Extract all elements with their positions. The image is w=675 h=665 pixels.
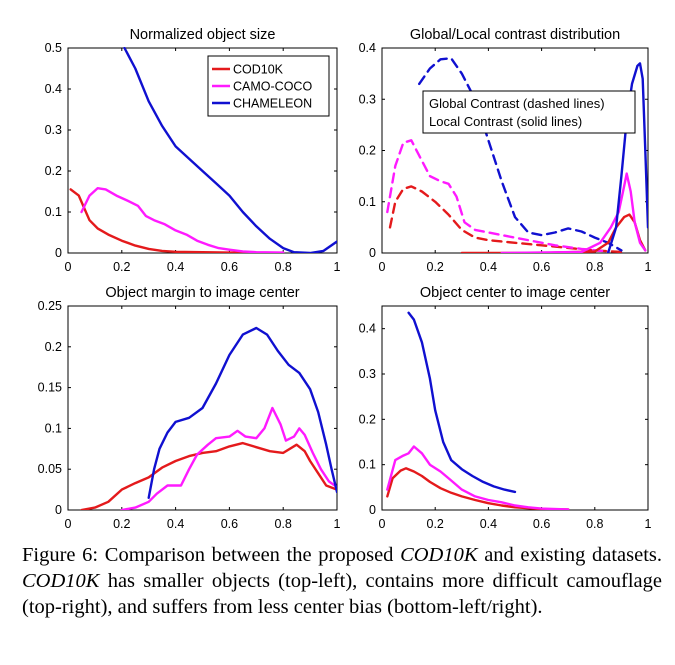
x-tick-label: 0 (65, 517, 72, 531)
x-tick-label: 1 (645, 260, 652, 274)
y-tick-label: 0.4 (359, 41, 376, 55)
y-tick-label: 0.2 (45, 164, 62, 178)
x-tick-label: 0.6 (221, 517, 238, 531)
series-line-camo-coco-global (386, 139, 610, 253)
chart-title: Global/Local contrast distribution (410, 27, 620, 43)
y-tick-label: 0.1 (45, 421, 62, 435)
caption-text: Comparison between the proposed (98, 544, 401, 566)
legend-box (207, 55, 330, 117)
chart-title: Object center to image center (420, 285, 610, 301)
y-tick-label: 0.1 (359, 195, 376, 209)
y-tick-label: 0.05 (38, 462, 62, 476)
chart-title: Object margin to image center (105, 285, 299, 301)
annotation-text: Global Contrast (dashed lines) (429, 96, 605, 111)
figure-caption: Figure 6: Comparison between the propose… (22, 542, 662, 620)
x-tick-label: 1 (334, 517, 341, 531)
x-tick-label: 1 (645, 517, 652, 531)
series-line-cod10k (386, 467, 570, 510)
y-tick-label: 0.2 (45, 340, 62, 354)
caption-text: has smaller objects (top-left), contains… (22, 570, 662, 618)
y-tick-label: 0.25 (38, 299, 62, 313)
chart-title: Normalized object size (130, 27, 276, 43)
x-tick-label: 0.2 (427, 260, 444, 274)
legend-entry-label: CHAMELEON (233, 97, 312, 111)
y-tick-label: 0 (55, 246, 62, 260)
series-line-chameleon-global (418, 57, 623, 252)
annotation-text: Local Contrast (solid lines) (429, 114, 582, 129)
legend-entry-label: CAMO-COCO (233, 80, 312, 94)
figure: Normalized object size 0 0.2 0.4 0.6 0.8 1 0 0.1… (38, 27, 652, 531)
series-line-chameleon-local (606, 62, 648, 253)
y-tick-label: 0.4 (45, 82, 62, 96)
x-tick-label: 0 (379, 517, 386, 531)
axes-box (381, 305, 649, 511)
y-tick-label: 0.1 (359, 458, 376, 472)
series-line-camo-coco-local (500, 172, 647, 253)
x-tick-label: 0 (379, 260, 386, 274)
legend: COD10K CAMO-COCO CHAMELEON (207, 55, 330, 117)
x-tick-label: 0.2 (113, 260, 130, 274)
axes-box (67, 305, 338, 511)
y-tick-label: 0.3 (359, 367, 376, 381)
series-line-camo-coco (386, 445, 570, 510)
x-tick-label: 0.6 (533, 260, 550, 274)
x-tick-label: 0.4 (480, 260, 497, 274)
y-tick-label: 0.2 (359, 144, 376, 158)
x-tick-label: 0.8 (275, 517, 292, 531)
y-tick-label: 0 (55, 503, 62, 517)
x-tick-label: 0.8 (586, 517, 603, 531)
x-tick-label: 0.8 (586, 260, 603, 274)
y-tick-label: 0.5 (45, 41, 62, 55)
x-tick-label: 0.4 (167, 260, 184, 274)
y-tick-label: 0.3 (359, 92, 376, 106)
x-tick-label: 0.8 (275, 260, 292, 274)
y-tick-label: 0 (369, 503, 376, 517)
annotation-frame (422, 90, 636, 134)
y-tick-label: 0.2 (359, 412, 376, 426)
y-tick-label: 0.4 (359, 322, 376, 336)
caption-text: and existing datasets. (477, 544, 663, 566)
legend-entry-label: COD10K (233, 63, 284, 77)
chart-panel-3: Object margin to image center 0 0.2 0.4 0.6 0… (38, 285, 341, 531)
caption-dataset-name: COD10K (400, 544, 478, 566)
x-tick-label: 0.4 (480, 517, 497, 531)
caption-label: Figure 6: (22, 544, 99, 566)
series-line-chameleon (407, 311, 517, 494)
chart-panel-4: Object center to image center 0 0.2 0.4 0.6 0… (359, 285, 652, 531)
x-tick-label: 0 (65, 260, 72, 274)
chart-panel-1: Normalized object size 0 0.2 0.4 0.6 0.8 1 0 0.1… (45, 27, 341, 274)
y-tick-label: 0.15 (38, 381, 62, 395)
y-tick-label: 0.1 (45, 205, 62, 219)
x-tick-label: 0.6 (221, 260, 238, 274)
x-tick-label: 1 (334, 260, 341, 274)
x-tick-label: 0.4 (167, 517, 184, 531)
series-line-chameleon (123, 47, 337, 253)
series-line-camo-coco (80, 187, 285, 253)
series-line-camo-coco (120, 406, 337, 510)
series-line-cod10k-global (388, 185, 623, 253)
x-tick-label: 0.2 (113, 517, 130, 531)
series-line-cod10k (80, 441, 337, 510)
y-tick-label: 0.3 (45, 123, 62, 137)
x-tick-label: 0.2 (427, 517, 444, 531)
y-tick-label: 0 (369, 246, 376, 260)
series-line-cod10k (69, 188, 285, 253)
x-tick-label: 0.6 (533, 517, 550, 531)
annotation-box: Global Contrast (dashed lines) Local Cont… (422, 90, 636, 134)
caption-dataset-name: COD10K (22, 570, 100, 592)
series-line-chameleon (147, 326, 337, 499)
chart-panel-2: Global/Local contrast distribution 0 0.2 0.… (359, 27, 652, 274)
